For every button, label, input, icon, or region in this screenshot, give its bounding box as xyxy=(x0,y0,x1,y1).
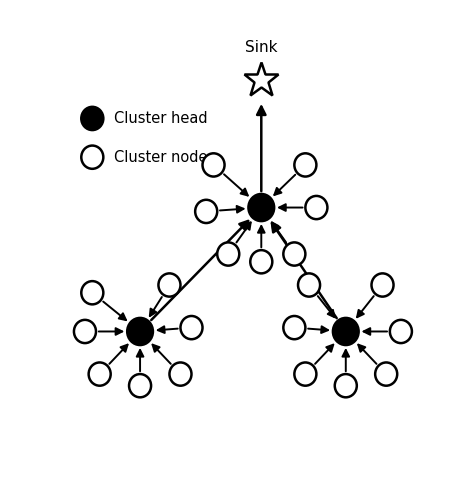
Circle shape xyxy=(250,250,273,274)
Text: Cluster node: Cluster node xyxy=(114,150,208,164)
Circle shape xyxy=(195,200,217,223)
Circle shape xyxy=(158,274,181,297)
Text: Cluster head: Cluster head xyxy=(114,111,208,126)
Circle shape xyxy=(294,363,317,386)
Circle shape xyxy=(129,374,151,397)
Circle shape xyxy=(305,196,328,219)
Circle shape xyxy=(248,194,274,221)
Circle shape xyxy=(333,318,359,345)
Circle shape xyxy=(217,242,239,266)
Circle shape xyxy=(74,320,96,343)
Circle shape xyxy=(181,316,202,339)
Circle shape xyxy=(89,363,110,386)
Circle shape xyxy=(202,153,225,177)
Circle shape xyxy=(335,374,357,397)
Circle shape xyxy=(170,363,191,386)
Circle shape xyxy=(127,318,153,345)
Circle shape xyxy=(283,316,305,339)
Circle shape xyxy=(390,320,412,343)
Circle shape xyxy=(372,274,393,297)
Circle shape xyxy=(82,107,103,130)
Circle shape xyxy=(82,281,103,304)
Circle shape xyxy=(298,274,320,297)
Circle shape xyxy=(375,363,397,386)
Circle shape xyxy=(294,153,317,177)
Circle shape xyxy=(82,145,103,169)
Text: Sink: Sink xyxy=(245,40,278,54)
Circle shape xyxy=(283,242,305,266)
